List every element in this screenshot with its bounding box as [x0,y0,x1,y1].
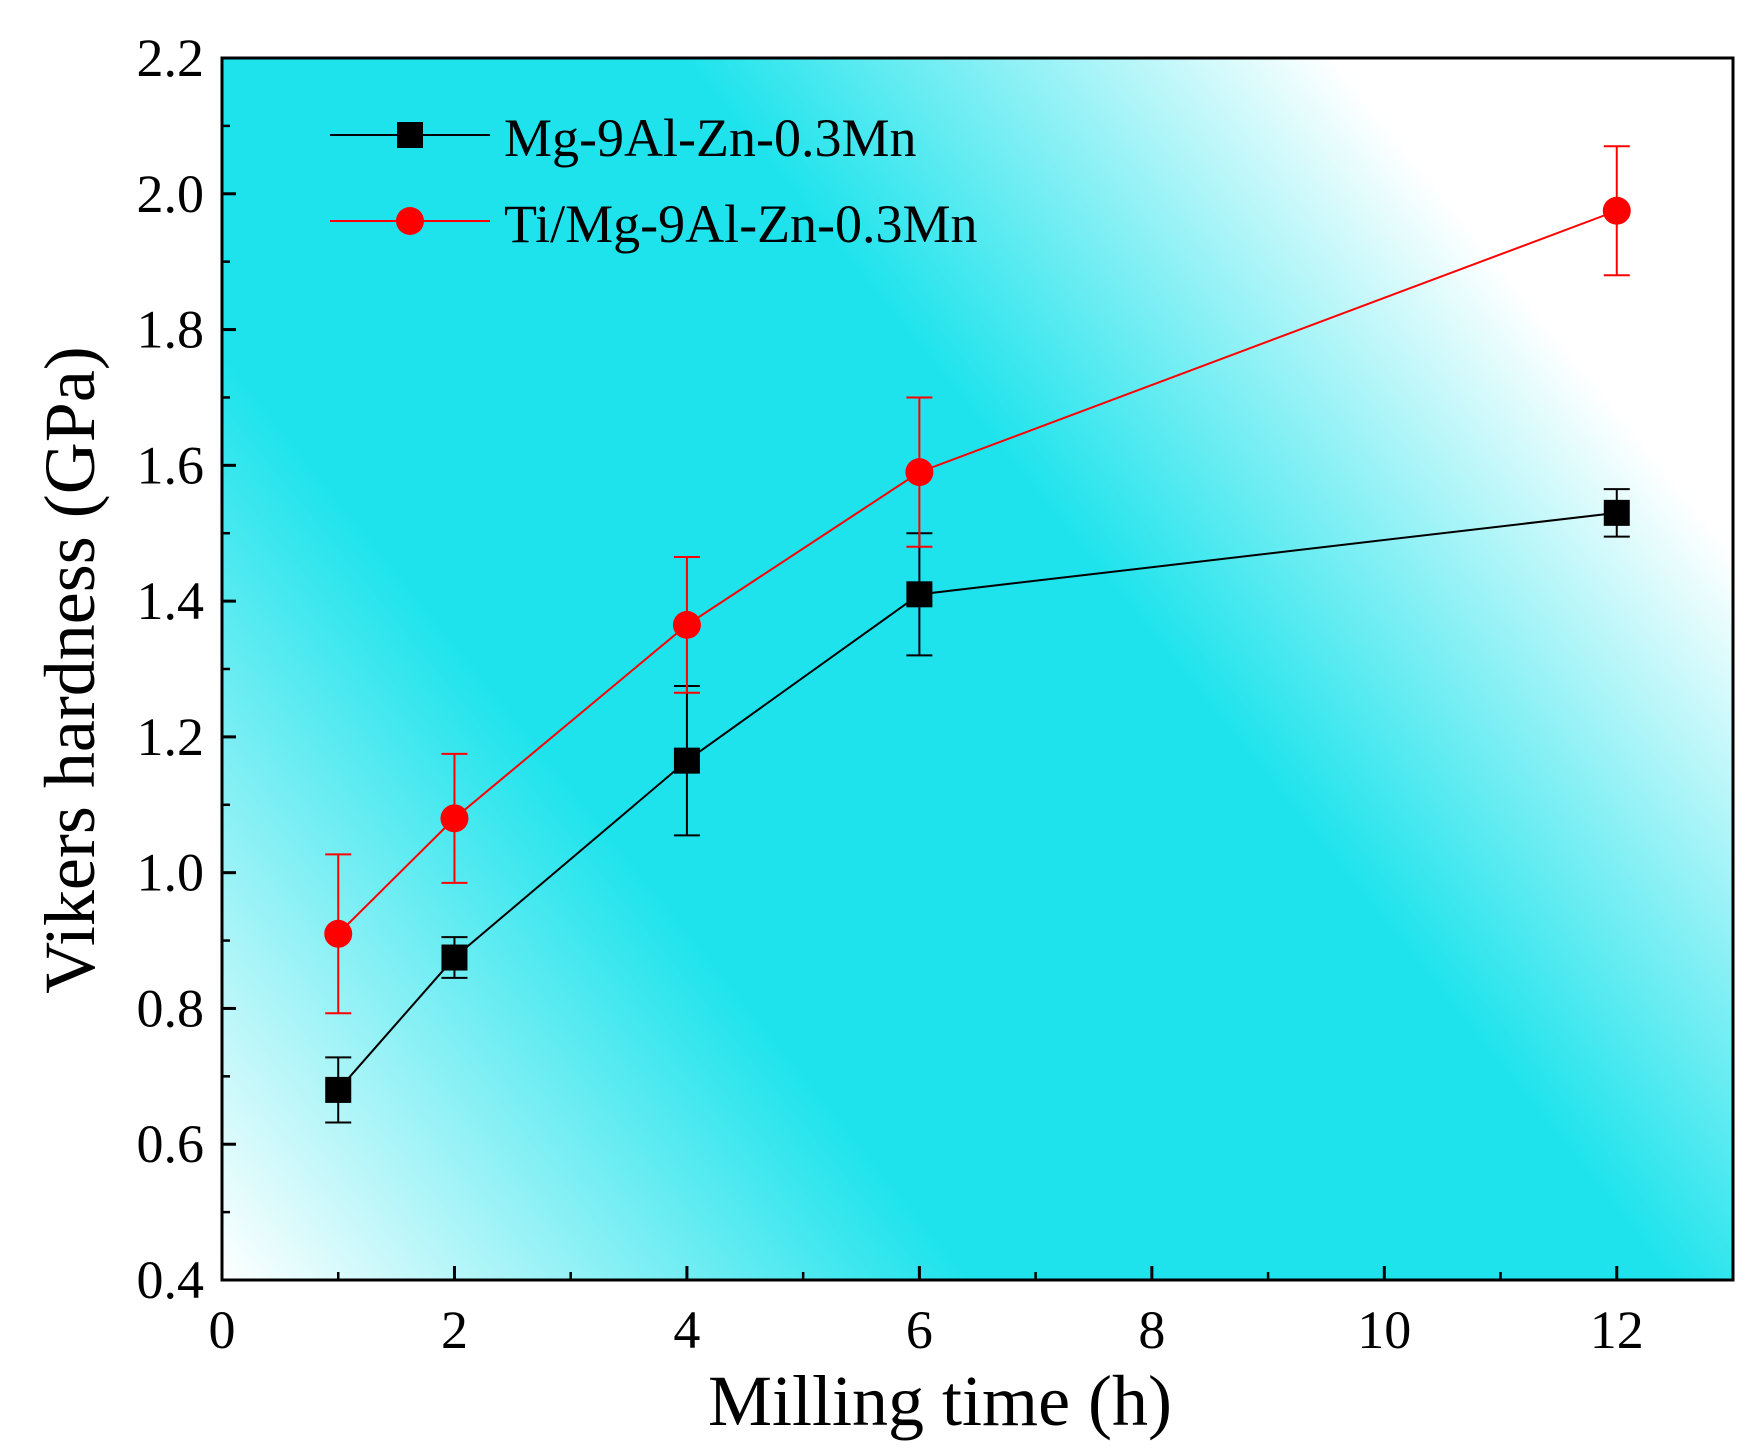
data-point [673,747,700,774]
y-tick-label: 1.0 [137,843,205,903]
series-layer [324,145,1631,1124]
x-tick-label: 8 [1138,1300,1165,1360]
data-point [672,610,701,639]
series-2 [324,145,1631,1015]
data-point [906,581,933,608]
plot-frame [220,56,1735,1282]
ticks-layer: 0 2 4 6 8 10 12 0.4 0.6 0.8 1.0 1.2 1.4 1.6 1.8 2.0 2.2 [137,28,1644,1360]
data-point [324,919,353,948]
y-tick-label: 1.4 [137,571,205,631]
data-point [440,804,469,833]
data-point [325,1076,352,1103]
x-tick-label: 6 [906,1300,933,1360]
legend-marker-series-2 [396,207,424,235]
y-tick-label: 1.8 [137,300,205,360]
y-tick-label: 0.6 [137,1114,205,1174]
series-1 [325,488,1630,1124]
x-tick-label: 2 [441,1300,468,1360]
y-tick-label: 1.2 [137,707,205,767]
x-tick-label: 10 [1357,1300,1411,1360]
legend-marker-series-1 [397,122,423,148]
x-axis-title: Milling time (h) [708,1361,1172,1441]
x-tick-label: 4 [673,1300,700,1360]
data-point [441,944,468,971]
y-tick-label: 2.0 [137,164,205,224]
data-point [1602,196,1631,225]
y-tick-label: 0.4 [137,1250,205,1310]
legend-label-series-2: Ti/Mg-9Al-Zn-0.3Mn [504,194,978,254]
y-axis-title: Vikers hardness (GPa) [30,346,110,994]
data-point [1603,499,1630,526]
y-tick-label: 2.2 [137,28,205,88]
legend-label-series-1: Mg-9Al-Zn-0.3Mn [504,108,916,168]
y-tick-label: 1.6 [137,435,205,495]
x-tick-label: 12 [1590,1300,1644,1360]
legend: Mg-9Al-Zn-0.3Mn Ti/Mg-9Al-Zn-0.3Mn [330,108,978,254]
y-tick-label: 0.8 [137,978,205,1038]
x-tick-label: 0 [209,1300,236,1360]
data-point [905,458,934,487]
